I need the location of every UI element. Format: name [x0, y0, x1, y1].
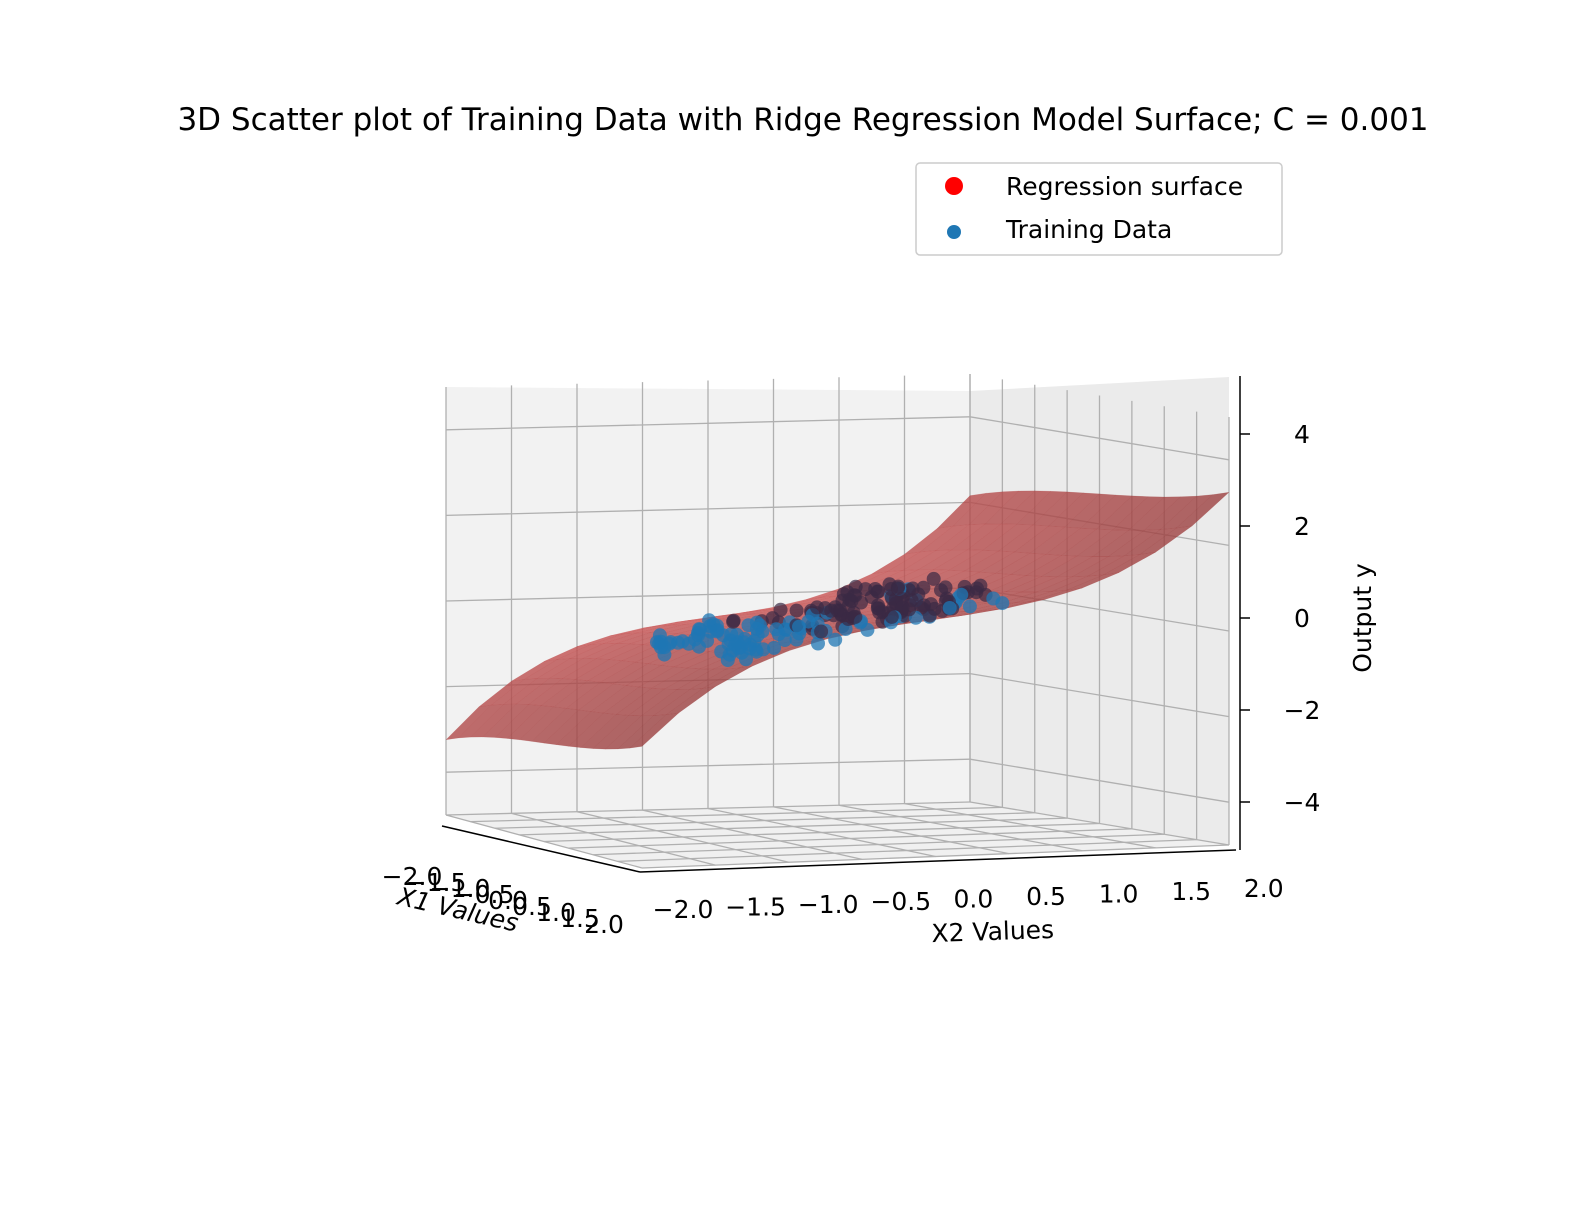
grid-line [543, 822, 1100, 843]
training-point [884, 609, 899, 624]
training-point [691, 626, 705, 640]
grid-line [969, 801, 1230, 846]
training-point [702, 613, 717, 628]
training-point [739, 652, 753, 667]
training-point [916, 580, 931, 595]
floor-pane [446, 802, 1229, 868]
training-point [789, 632, 804, 647]
x1-tick-label: −1.5 [406, 868, 467, 897]
x2-axis-line [639, 849, 1237, 873]
training-point [986, 591, 1001, 606]
legend: Regression surface Training Data [915, 162, 1283, 256]
x1-tick-label: 2.0 [584, 910, 624, 939]
x2-tick-label: 0.5 [1026, 882, 1066, 911]
training-point [671, 635, 685, 650]
x1-tick-label: 0.0 [488, 886, 528, 915]
training-point [923, 597, 938, 612]
training-point [811, 636, 825, 651]
surface-patch [1175, 491, 1230, 529]
grid-line [617, 838, 1197, 863]
z-axis-label: Output y [1348, 563, 1377, 673]
z-tick-label: −2 [1284, 696, 1321, 725]
x2-axis-ticks: −2.0 −1.5 −1.0 −0.5 0.0 0.5 1.0 1.5 2.0 [653, 874, 1284, 924]
z-tick-label: 0 [1294, 604, 1310, 633]
x1-axis-line [441, 825, 641, 873]
x2-tick-label: −1.5 [725, 892, 786, 921]
grid-line [838, 804, 1083, 852]
training-point [792, 619, 806, 634]
x1-tick-label: −2.0 [382, 862, 443, 891]
x2-tick-label: −1.0 [798, 890, 859, 919]
x2-tick-label: 1.5 [1171, 877, 1211, 906]
x2-tick-label: 1.0 [1099, 879, 1139, 908]
grid-line [445, 416, 971, 431]
x1-tick-label: −1.0 [430, 874, 491, 903]
training-point [890, 581, 905, 596]
z-tick-label: 2 [1294, 512, 1310, 541]
training-point [824, 603, 839, 618]
training-point [870, 584, 885, 599]
training-point [769, 622, 784, 637]
chart-title: 3D Scatter plot of Training Data with Ri… [177, 102, 1428, 138]
z-axis-ticks: −4 −2 0 2 4 [1240, 420, 1320, 817]
x2-tick-label: 0.0 [954, 885, 994, 914]
grid-line [969, 758, 1230, 803]
training-point [848, 609, 863, 624]
x1-tick-label: 1.0 [536, 898, 576, 927]
training-point [926, 571, 941, 586]
training-point [710, 624, 724, 639]
grid-line [969, 416, 1230, 461]
training-point [835, 593, 850, 608]
training-point [681, 636, 696, 651]
training-point [962, 599, 977, 614]
x2-tick-label: 2.0 [1244, 874, 1284, 903]
grid-lines [445, 374, 1230, 869]
training-point [902, 602, 916, 617]
z-tick-label: 4 [1294, 420, 1310, 449]
training-point [954, 587, 969, 602]
z-tick-label: −4 [1284, 788, 1321, 817]
legend-marker-surface [945, 177, 963, 195]
x1-tick-label: 0.5 [512, 892, 552, 921]
training-point [756, 642, 771, 657]
x1-axis-ticks: −2.0−1.5−1.0−0.50.00.51.01.52.0 [382, 862, 624, 939]
training-point [773, 602, 788, 617]
grid-line [641, 844, 1230, 869]
training-point [755, 624, 770, 639]
x2-tick-label: −2.0 [653, 895, 714, 924]
training-point [858, 582, 873, 597]
x2-axis-label: X2 Values [931, 915, 1055, 948]
grid-line [445, 501, 971, 517]
legend-label-surface: Regression surface [1006, 172, 1243, 201]
legend-label-training: Training Data [1005, 215, 1172, 244]
grid-line [904, 802, 1156, 849]
training-points [650, 571, 1010, 668]
grid-line [773, 806, 1010, 855]
x2-tick-label: −0.5 [870, 887, 931, 916]
training-point [767, 640, 782, 655]
training-point [973, 578, 988, 593]
training-point [728, 637, 743, 652]
training-point [814, 624, 829, 639]
training-point [653, 634, 668, 649]
training-point [789, 603, 804, 618]
legend-box [915, 162, 1283, 256]
training-point [828, 632, 843, 647]
legend-marker-training [947, 225, 961, 239]
grid-line [568, 828, 1132, 849]
training-point [847, 588, 862, 603]
training-point [726, 614, 741, 629]
training-point [942, 601, 957, 615]
x1-tick-label: 1.5 [560, 904, 600, 933]
grid-line [592, 833, 1165, 856]
x1-tick-label: −0.5 [454, 880, 515, 909]
training-point [810, 600, 824, 615]
grid-line [969, 672, 1230, 718]
grid-line [445, 758, 971, 773]
